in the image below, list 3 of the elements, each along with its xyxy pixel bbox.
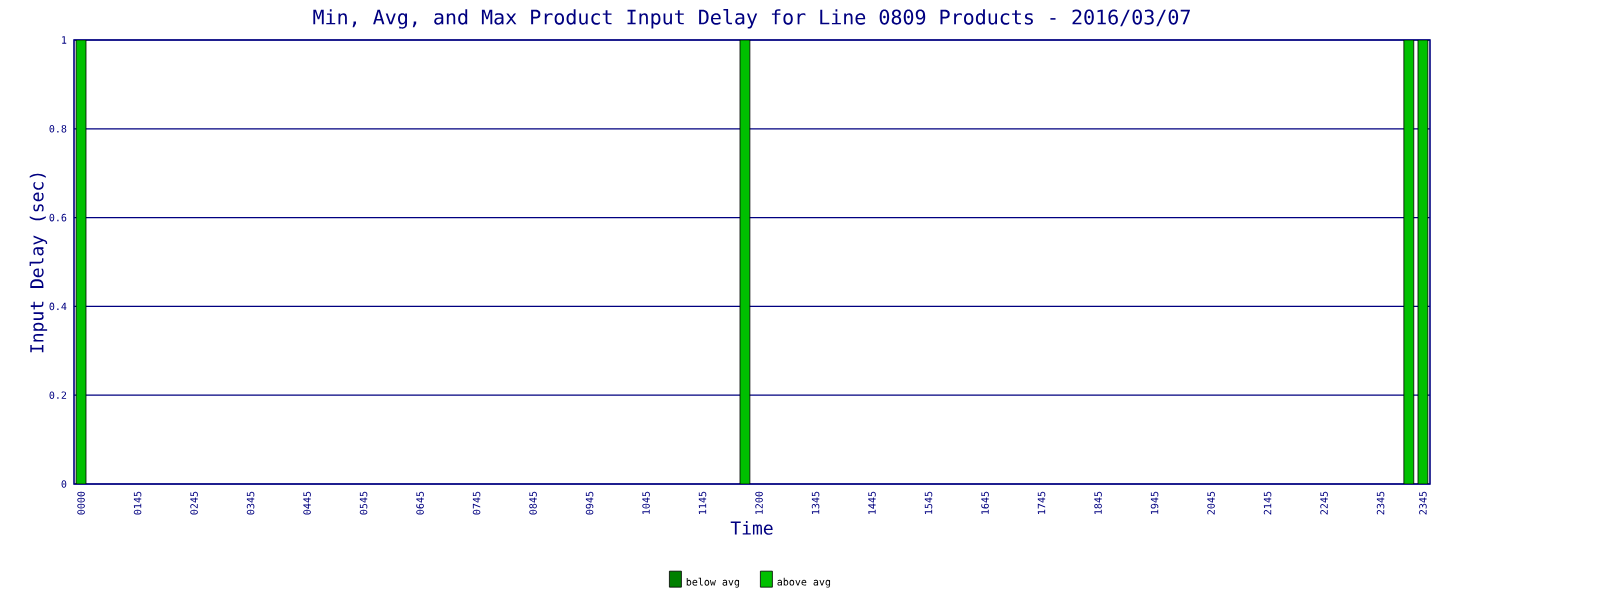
x-axis-title: Time [730, 520, 773, 535]
chart-title: Min, Avg, and Max Product Input Delay for Line 0809 Products - 2016/03/07 [313, 9, 1190, 29]
y-axis-title: Input Delay (sec) [29, 173, 48, 353]
